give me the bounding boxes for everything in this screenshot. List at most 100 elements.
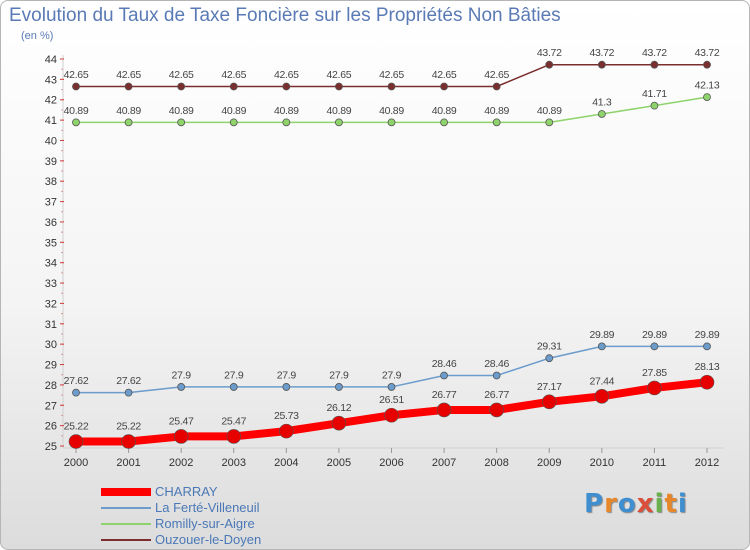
- x-tick-label: 2004: [274, 457, 298, 469]
- data-point-la-ferte-villeneuil: [545, 354, 554, 363]
- y-minor-dot: [61, 109, 63, 111]
- data-point-charray: [699, 374, 715, 390]
- data-point-romilly-sur-aigre: [124, 118, 133, 127]
- y-tick-label: 32: [45, 298, 57, 310]
- y-tick-label: 36: [45, 217, 57, 229]
- unit-label: (en %): [21, 30, 54, 42]
- data-point-romilly-sur-aigre: [229, 118, 238, 127]
- data-label-la-ferte-villeneuil: 27.62: [116, 375, 141, 387]
- chart-title: Evolution du Taux de Taxe Foncière sur l…: [9, 5, 561, 26]
- data-label-romilly-sur-aigre: 40.89: [116, 105, 141, 117]
- data-point-ouzouer-le-doyen: [282, 82, 291, 91]
- y-minor-dot: [61, 323, 63, 325]
- data-point-la-ferte-villeneuil: [72, 388, 80, 397]
- data-point-charray: [173, 429, 189, 444]
- y-minor-dot: [61, 190, 63, 192]
- legend-label: CHARRAY: [155, 484, 218, 499]
- data-point-la-ferte-villeneuil: [492, 371, 501, 380]
- data-point-romilly-sur-aigre: [335, 118, 343, 127]
- data-label-la-ferte-villeneuil: 27.62: [64, 375, 89, 387]
- line-chart: 25 26 27 28 29 30 31 32 33 34 35 36 37 38 39 40 41 42 43 44…: [45, 47, 723, 469]
- data-label-charray: 26.12: [327, 402, 352, 414]
- data-label-romilly-sur-aigre: 41.3: [592, 96, 612, 108]
- legend-label: Ouzouer-le-Doyen: [155, 532, 262, 547]
- data-point-romilly-sur-aigre: [650, 101, 659, 110]
- y-minor-dot: [61, 292, 63, 294]
- y-tick-label: 40: [45, 135, 57, 147]
- y-tick-label: 41: [45, 115, 57, 127]
- data-label-la-ferte-villeneuil: 29.31: [537, 341, 562, 353]
- y-minor-dot: [61, 88, 63, 91]
- data-point-ouzouer-le-doyen: [597, 60, 606, 69]
- data-label-ouzouer-le-doyen: 43.72: [589, 47, 614, 59]
- data-point-charray: [226, 429, 242, 444]
- y-minor-dot: [61, 221, 63, 223]
- data-point-ouzouer-le-doyen: [335, 82, 343, 91]
- y-minor-dot: [61, 394, 63, 396]
- data-label-charray: 27.85: [642, 367, 667, 379]
- data-point-romilly-sur-aigre: [282, 118, 291, 127]
- data-label-ouzouer-le-doyen: 42.65: [432, 69, 457, 81]
- data-label-charray: 25.47: [221, 415, 246, 427]
- y-minor-dot: [61, 425, 63, 427]
- data-label-la-ferte-villeneuil: 27.9: [224, 369, 244, 381]
- data-point-la-ferte-villeneuil: [597, 342, 606, 351]
- y-minor-dot: [61, 363, 63, 366]
- y-minor-dot: [61, 170, 63, 172]
- y-tick-label: 37: [45, 197, 57, 209]
- y-minor-dot: [61, 211, 63, 213]
- y-tick-label: 44: [45, 54, 57, 66]
- y-minor-dot: [61, 302, 63, 305]
- data-point-ouzouer-le-doyen: [703, 60, 711, 69]
- data-point-ouzouer-le-doyen: [650, 60, 659, 69]
- legend-swatch: [101, 507, 151, 509]
- x-tick-label: 2005: [327, 457, 351, 469]
- data-label-romilly-sur-aigre: 41.71: [642, 88, 667, 100]
- data-point-la-ferte-villeneuil: [650, 342, 659, 351]
- x-tick-label: 2010: [590, 457, 614, 469]
- data-label-ouzouer-le-doyen: 42.65: [274, 69, 299, 81]
- data-point-la-ferte-villeneuil: [387, 383, 396, 391]
- data-label-la-ferte-villeneuil: 29.89: [589, 329, 614, 341]
- data-label-la-ferte-villeneuil: 27.9: [277, 369, 297, 381]
- legend-swatch: [101, 488, 151, 496]
- y-minor-dot: [61, 78, 63, 80]
- data-label-romilly-sur-aigre: 40.89: [169, 105, 194, 117]
- data-label-ouzouer-le-doyen: 42.65: [116, 69, 141, 81]
- y-tick-label: 25: [45, 441, 57, 453]
- data-label-romilly-sur-aigre: 40.89: [432, 105, 457, 117]
- data-point-la-ferte-villeneuil: [229, 383, 238, 391]
- data-label-la-ferte-villeneuil: 28.46: [432, 358, 457, 370]
- y-minor-dot: [61, 241, 63, 243]
- data-label-romilly-sur-aigre: 40.89: [327, 105, 352, 117]
- data-label-ouzouer-le-doyen: 42.65: [169, 69, 194, 81]
- data-point-ouzouer-le-doyen: [177, 82, 186, 91]
- x-tick-label: 2000: [64, 457, 88, 469]
- data-label-romilly-sur-aigre: 40.89: [274, 105, 299, 117]
- y-minor-dot: [61, 68, 63, 70]
- data-point-romilly-sur-aigre: [387, 118, 396, 127]
- data-point-la-ferte-villeneuil: [282, 383, 291, 391]
- y-minor-dot: [61, 272, 63, 274]
- data-point-charray: [594, 389, 610, 404]
- data-point-charray: [384, 407, 399, 423]
- data-point-romilly-sur-aigre: [72, 118, 80, 127]
- data-label-la-ferte-villeneuil: 27.9: [329, 369, 349, 381]
- y-tick-label: 34: [45, 258, 57, 270]
- data-label-charray: 25.47: [169, 415, 194, 427]
- y-minor-dot: [61, 231, 63, 233]
- legend-swatch: [101, 539, 151, 541]
- y-minor-dot: [61, 262, 63, 264]
- y-tick-label: 38: [45, 176, 57, 188]
- data-point-charray: [541, 394, 557, 410]
- data-label-ouzouer-le-doyen: 42.65: [327, 69, 352, 81]
- data-label-charray: 28.13: [695, 361, 720, 373]
- y-minor-dot: [61, 435, 63, 437]
- data-point-la-ferte-villeneuil: [703, 342, 711, 351]
- data-label-la-ferte-villeneuil: 27.9: [382, 369, 402, 381]
- y-minor-dot: [61, 414, 63, 417]
- data-label-charray: 27.17: [537, 381, 562, 393]
- x-tick-label: 2007: [432, 457, 456, 469]
- y-minor-dot: [61, 99, 63, 101]
